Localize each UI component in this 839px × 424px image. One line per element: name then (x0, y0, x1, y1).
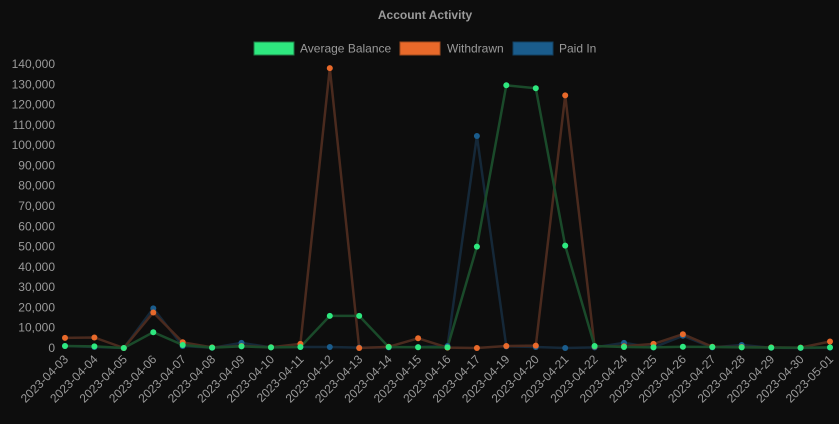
y-tick-label: 100,000 (12, 138, 56, 152)
y-axis: 0 10,000 20,000 30,000 40,000 50,000 60,000 70,… (12, 57, 56, 355)
data-point[interactable] (209, 344, 216, 351)
data-point[interactable] (356, 312, 363, 319)
data-point[interactable] (91, 343, 98, 350)
y-tick-label: 0 (48, 341, 55, 355)
data-point[interactable] (797, 344, 804, 351)
y-tick-label: 90,000 (18, 158, 55, 172)
data-point[interactable] (827, 338, 833, 345)
chart-legend: Average Balance Withdrawn Paid In (253, 41, 596, 56)
data-point[interactable] (503, 82, 510, 89)
legend-label[interactable]: Paid In (559, 42, 596, 56)
data-point[interactable] (356, 345, 363, 351)
y-tick-label: 30,000 (18, 280, 55, 294)
series-lines (64, 66, 831, 350)
data-point[interactable] (326, 65, 333, 72)
legend-label[interactable]: Average Balance (300, 42, 392, 56)
data-point[interactable] (91, 334, 98, 341)
data-point[interactable] (473, 133, 480, 139)
data-point[interactable] (768, 344, 775, 351)
series-line (64, 134, 831, 350)
data-point[interactable] (532, 342, 539, 349)
data-point[interactable] (591, 343, 598, 349)
data-point[interactable] (268, 344, 274, 351)
data-point[interactable] (326, 344, 333, 350)
data-point[interactable] (150, 305, 157, 312)
y-tick-label: 40,000 (18, 260, 55, 274)
data-point[interactable] (150, 309, 157, 316)
series-line (64, 84, 831, 350)
chart-title: Account Activity (378, 8, 473, 22)
y-tick-label: 70,000 (18, 199, 55, 213)
series-points (62, 65, 833, 351)
data-point[interactable] (238, 343, 245, 350)
y-tick-label: 110,000 (13, 118, 56, 132)
y-tick-label: 120,000 (12, 98, 56, 112)
data-point[interactable] (297, 344, 304, 350)
data-point[interactable] (415, 335, 422, 342)
data-point[interactable] (503, 343, 510, 349)
data-point[interactable] (738, 344, 745, 351)
data-point[interactable] (62, 343, 68, 349)
data-point[interactable] (179, 342, 186, 348)
data-point[interactable] (562, 242, 569, 249)
data-point[interactable] (473, 243, 480, 250)
data-point[interactable] (562, 92, 569, 99)
y-tick-label: 80,000 (18, 179, 55, 193)
x-axis: 2023-04-032023-04-042023-04-052023-04-06… (18, 352, 837, 406)
legend-swatch[interactable] (512, 41, 554, 56)
data-point[interactable] (62, 334, 68, 341)
series-line (64, 66, 831, 350)
data-point[interactable] (827, 344, 833, 351)
data-point[interactable] (532, 85, 539, 92)
data-point[interactable] (120, 345, 127, 351)
data-point[interactable] (679, 343, 686, 350)
data-point[interactable] (326, 312, 333, 319)
data-point[interactable] (650, 344, 657, 351)
legend-label[interactable]: Withdrawn (447, 42, 504, 56)
y-tick-label: 130,000 (12, 77, 56, 91)
data-point[interactable] (444, 344, 451, 351)
data-point[interactable] (473, 345, 480, 351)
data-point[interactable] (621, 344, 627, 350)
data-point[interactable] (385, 344, 392, 350)
data-point[interactable] (150, 329, 157, 336)
y-tick-label: 60,000 (18, 219, 55, 233)
legend-swatch[interactable] (253, 41, 295, 56)
legend-swatch[interactable] (399, 41, 441, 56)
data-point[interactable] (709, 344, 716, 350)
y-tick-label: 20,000 (18, 300, 55, 314)
data-point[interactable] (415, 344, 422, 351)
y-tick-label: 50,000 (18, 240, 55, 254)
y-tick-label: 10,000 (18, 321, 55, 335)
data-point[interactable] (562, 345, 569, 351)
y-tick-label: 140,000 (12, 57, 56, 71)
data-point[interactable] (679, 331, 686, 338)
